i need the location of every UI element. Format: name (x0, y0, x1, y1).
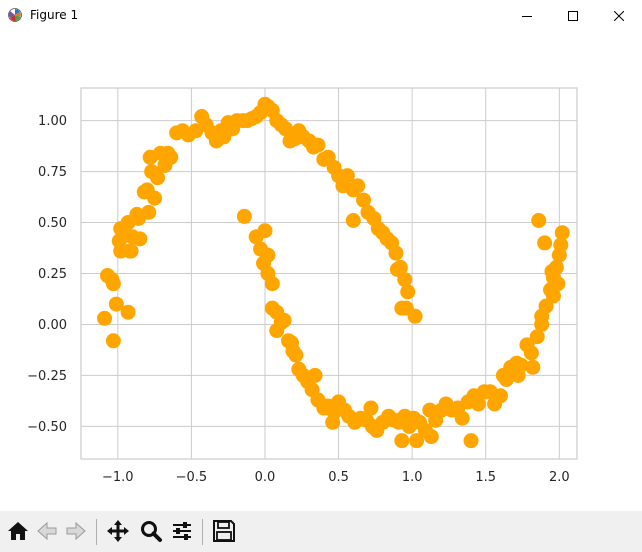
minimize-button[interactable] (504, 0, 550, 31)
y-tick-label: 0.00 (38, 318, 67, 333)
y-tick-label: 0.25 (38, 267, 67, 282)
scatter-point (265, 276, 280, 291)
home-icon (6, 519, 30, 543)
scatter-point (408, 309, 423, 324)
window-titlebar: Figure 1 (0, 0, 642, 31)
scatter-point (524, 346, 539, 361)
save-button[interactable] (210, 517, 238, 545)
scatter-point (346, 213, 361, 228)
scatter-point (97, 311, 112, 326)
scatter-point (253, 242, 268, 257)
scatter-point (363, 401, 378, 416)
scatter-points (97, 97, 570, 448)
scatter-point (121, 305, 136, 320)
configure-subplots-button[interactable] (168, 517, 196, 545)
scatter-point (388, 246, 403, 261)
scatter-point (350, 178, 365, 193)
x-tick-label: −0.5 (176, 470, 208, 485)
home-button[interactable] (4, 517, 32, 545)
toolbar-separator (96, 519, 97, 545)
y-tick-label: 0.75 (38, 165, 67, 180)
x-tick-label: 1.0 (402, 470, 423, 485)
forward-button[interactable] (62, 517, 90, 545)
navigation-toolbar (0, 511, 642, 552)
scatter-point (531, 213, 546, 228)
y-tick-label: 0.50 (38, 216, 67, 231)
scatter-point (534, 309, 549, 324)
x-tick-labels: −1.0 −0.5 0.0 0.5 1.0 1.5 2.0 (102, 470, 570, 485)
scatter-point (132, 231, 147, 246)
x-tick-label: 2.0 (549, 470, 570, 485)
scatter-point (424, 429, 439, 444)
maximize-button[interactable] (550, 0, 596, 31)
scatter-point (285, 343, 300, 358)
scatter-point (546, 288, 561, 303)
toolbar-separator (202, 519, 203, 545)
scatter-point (308, 368, 323, 383)
scatter-point (464, 433, 479, 448)
scatter-point (511, 368, 526, 383)
zoom-icon (139, 519, 163, 543)
scatter-point (525, 360, 540, 375)
close-icon (614, 11, 624, 21)
save-icon (212, 519, 236, 543)
scatter-point (394, 433, 409, 448)
scatter-point (265, 301, 280, 316)
scatter-point (269, 323, 284, 338)
y-tick-label: −0.25 (27, 369, 67, 384)
maximize-icon (568, 11, 578, 21)
back-button[interactable] (33, 517, 61, 545)
scatter-plot: −1.0 −0.5 0.0 0.5 1.0 1.5 2.0 −0.50 −0.25 0.00 0.… (0, 31, 642, 511)
pan-icon (106, 519, 130, 543)
scatter-point (147, 191, 162, 206)
x-tick-label: −1.0 (102, 470, 134, 485)
scatter-point (310, 138, 325, 153)
pan-button[interactable] (104, 517, 132, 545)
scatter-point (325, 415, 340, 430)
configure-subplots-icon (170, 519, 194, 543)
scatter-point (124, 244, 139, 259)
scatter-point (141, 205, 156, 220)
y-tick-label: 1.00 (38, 114, 67, 129)
matplotlib-icon (7, 7, 23, 23)
scatter-point (106, 333, 121, 348)
scatter-point (106, 276, 121, 291)
back-icon (35, 519, 59, 543)
y-tick-labels: −0.50 −0.25 0.00 0.25 0.50 0.75 1.00 (27, 114, 67, 435)
scatter-point (400, 284, 415, 299)
scatter-point (496, 368, 511, 383)
figure-canvas[interactable]: −1.0 −0.5 0.0 0.5 1.0 1.5 2.0 −0.50 −0.25 0.00 0.… (0, 31, 642, 511)
scatter-point (555, 225, 570, 240)
scatter-point (537, 235, 552, 250)
scatter-point (493, 388, 508, 403)
zoom-button[interactable] (137, 517, 165, 545)
scatter-point (163, 150, 178, 165)
scatter-point (455, 411, 470, 426)
close-button[interactable] (596, 0, 642, 31)
x-tick-label: 0.0 (255, 470, 276, 485)
forward-icon (64, 519, 88, 543)
window-title: Figure 1 (30, 8, 78, 22)
x-tick-label: 0.5 (328, 470, 349, 485)
x-tick-label: 1.5 (475, 470, 496, 485)
scatter-point (257, 223, 272, 238)
scatter-point (409, 433, 424, 448)
y-tick-label: −0.50 (27, 420, 67, 435)
minimize-icon (522, 11, 532, 21)
scatter-point (237, 209, 252, 224)
